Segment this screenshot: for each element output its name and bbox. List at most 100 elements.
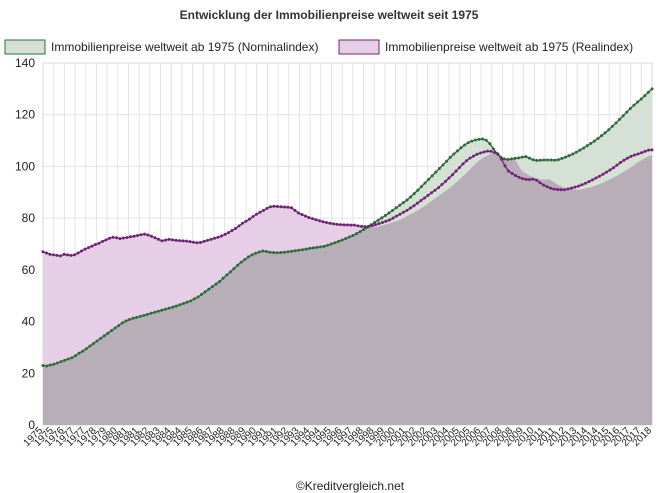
data-point-real[interactable]: [139, 233, 143, 237]
data-point-real[interactable]: [97, 241, 101, 245]
data-point-real[interactable]: [209, 237, 213, 241]
data-point-nominal[interactable]: [318, 245, 322, 249]
data-point-nominal[interactable]: [473, 138, 477, 142]
data-point-nominal[interactable]: [192, 297, 196, 301]
data-point-nominal[interactable]: [574, 150, 578, 154]
data-point-nominal[interactable]: [326, 243, 330, 247]
data-point-real[interactable]: [174, 238, 178, 242]
data-point-real[interactable]: [160, 239, 164, 243]
data-point-nominal[interactable]: [409, 195, 413, 199]
data-point-real[interactable]: [370, 224, 374, 228]
data-point-nominal[interactable]: [589, 141, 593, 145]
data-point-real[interactable]: [412, 204, 416, 208]
data-point-nominal[interactable]: [463, 143, 467, 147]
data-point-nominal[interactable]: [419, 185, 423, 189]
data-point-real[interactable]: [339, 223, 342, 227]
data-point-nominal[interactable]: [272, 251, 276, 255]
data-point-nominal[interactable]: [196, 295, 200, 299]
data-point-real[interactable]: [143, 232, 146, 236]
data-point-nominal[interactable]: [401, 201, 405, 205]
data-point-nominal[interactable]: [297, 248, 301, 252]
data-point-real[interactable]: [104, 238, 108, 242]
data-point-nominal[interactable]: [459, 146, 463, 150]
data-point-nominal[interactable]: [524, 155, 528, 159]
data-point-nominal[interactable]: [315, 245, 319, 249]
data-point-real[interactable]: [318, 219, 321, 223]
data-point-nominal[interactable]: [77, 351, 81, 355]
data-point-nominal[interactable]: [527, 156, 531, 160]
data-point-real[interactable]: [360, 224, 363, 228]
data-point-real[interactable]: [272, 204, 276, 208]
data-point-real[interactable]: [199, 240, 202, 244]
data-point-nominal[interactable]: [221, 276, 225, 280]
data-point-nominal[interactable]: [405, 198, 409, 202]
data-point-real[interactable]: [423, 196, 426, 200]
data-point-real[interactable]: [307, 216, 311, 220]
data-point-real[interactable]: [304, 214, 307, 218]
data-point-real[interactable]: [251, 215, 255, 219]
data-point-real[interactable]: [486, 149, 489, 153]
data-point-real[interactable]: [258, 210, 262, 214]
data-point-real[interactable]: [619, 161, 622, 165]
data-point-nominal[interactable]: [412, 192, 416, 196]
data-point-real[interactable]: [234, 226, 237, 230]
data-point-real[interactable]: [416, 201, 419, 205]
data-point-real[interactable]: [629, 154, 633, 158]
data-point-nominal[interactable]: [430, 174, 434, 178]
data-point-nominal[interactable]: [437, 167, 441, 170]
data-point-real[interactable]: [73, 253, 76, 257]
data-point-real[interactable]: [577, 184, 580, 188]
data-point-real[interactable]: [255, 212, 258, 216]
data-point-real[interactable]: [528, 178, 531, 182]
data-point-nominal[interactable]: [621, 114, 625, 118]
data-point-nominal[interactable]: [200, 292, 204, 296]
data-point-real[interactable]: [430, 191, 433, 195]
data-point-real[interactable]: [328, 221, 332, 225]
data-point-nominal[interactable]: [383, 214, 387, 218]
data-point-nominal[interactable]: [286, 250, 290, 254]
data-point-real[interactable]: [626, 156, 629, 160]
data-point-real[interactable]: [591, 178, 594, 182]
data-point-nominal[interactable]: [643, 94, 647, 98]
data-point-real[interactable]: [241, 221, 244, 225]
data-point-nominal[interactable]: [632, 103, 636, 107]
data-point-real[interactable]: [213, 236, 216, 240]
data-point-nominal[interactable]: [441, 163, 445, 167]
data-point-nominal[interactable]: [484, 138, 488, 142]
data-point-nominal[interactable]: [340, 238, 344, 242]
data-point-real[interactable]: [402, 210, 405, 214]
data-point-real[interactable]: [195, 241, 199, 245]
data-point-real[interactable]: [80, 249, 83, 253]
data-point-nominal[interactable]: [376, 218, 380, 222]
data-point-nominal[interactable]: [113, 326, 117, 330]
data-point-nominal[interactable]: [109, 329, 113, 333]
data-point-nominal[interactable]: [628, 107, 632, 111]
data-point-nominal[interactable]: [517, 156, 521, 160]
data-point-real[interactable]: [276, 205, 279, 209]
data-point-real[interactable]: [55, 253, 59, 257]
data-point-real[interactable]: [293, 208, 297, 212]
data-point-nominal[interactable]: [124, 319, 128, 323]
data-point-real[interactable]: [489, 149, 493, 153]
data-point-nominal[interactable]: [610, 124, 614, 128]
data-point-real[interactable]: [69, 253, 73, 257]
data-point-real[interactable]: [384, 219, 388, 223]
data-point-real[interactable]: [640, 151, 643, 155]
data-point-real[interactable]: [363, 225, 367, 229]
data-point-real[interactable]: [468, 156, 472, 160]
data-point-real[interactable]: [503, 164, 507, 168]
data-point-nominal[interactable]: [182, 301, 186, 305]
data-point-nominal[interactable]: [243, 258, 247, 262]
data-point-nominal[interactable]: [135, 315, 139, 319]
data-point-nominal[interactable]: [164, 307, 168, 311]
data-point-nominal[interactable]: [603, 131, 607, 135]
data-point-nominal[interactable]: [45, 364, 49, 368]
data-point-nominal[interactable]: [416, 188, 420, 192]
data-point-nominal[interactable]: [225, 273, 229, 277]
data-point-real[interactable]: [202, 239, 206, 243]
data-point-nominal[interactable]: [600, 134, 604, 138]
data-point-nominal[interactable]: [268, 250, 272, 254]
data-point-nominal[interactable]: [394, 206, 398, 210]
data-point-real[interactable]: [615, 163, 619, 167]
data-point-real[interactable]: [447, 176, 451, 180]
